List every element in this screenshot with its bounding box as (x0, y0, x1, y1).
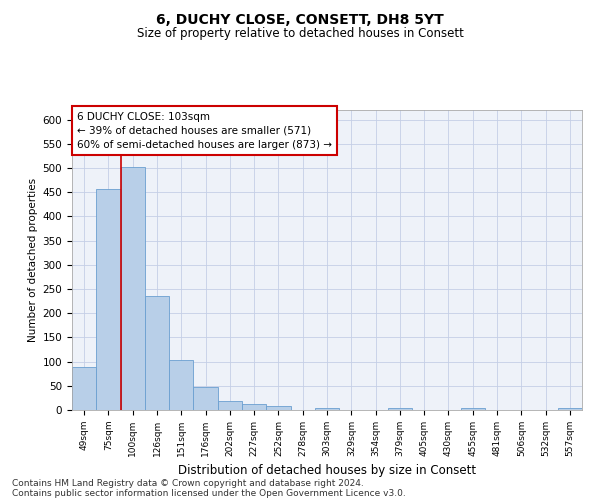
Bar (96, 189, 121, 410)
Y-axis label: Number of detached properties: Number of detached properties (28, 178, 38, 342)
Bar (145, 296, 169, 410)
Bar (315, 408, 339, 410)
Text: Size of property relative to detached houses in Consett: Size of property relative to detached ho… (137, 28, 463, 40)
Bar (461, 408, 485, 410)
Bar (242, 404, 266, 410)
Bar (266, 406, 290, 410)
Bar (388, 408, 412, 410)
Bar (193, 388, 218, 410)
Text: 6 DUCHY CLOSE: 103sqm
← 39% of detached houses are smaller (571)
60% of semi-det: 6 DUCHY CLOSE: 103sqm ← 39% of detached … (77, 112, 332, 150)
Bar (558, 408, 582, 410)
Text: Contains HM Land Registry data © Crown copyright and database right 2024.: Contains HM Land Registry data © Crown c… (12, 478, 364, 488)
Bar (169, 360, 193, 410)
Bar (218, 402, 242, 410)
Bar (121, 166, 145, 410)
X-axis label: Distribution of detached houses by size in Consett: Distribution of detached houses by size … (178, 464, 476, 477)
Text: Contains public sector information licensed under the Open Government Licence v3: Contains public sector information licen… (12, 488, 406, 498)
Text: 6, DUCHY CLOSE, CONSETT, DH8 5YT: 6, DUCHY CLOSE, CONSETT, DH8 5YT (156, 12, 444, 26)
Bar (72, 368, 96, 410)
